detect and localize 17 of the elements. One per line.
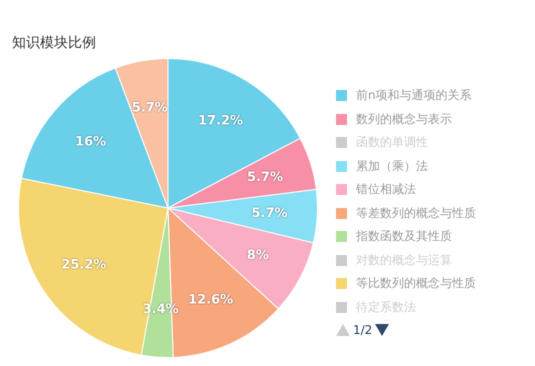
data-label: 5.7%: [246, 170, 284, 185]
legend-label: 指数函数及其性质: [356, 228, 452, 246]
text: 1/2: [353, 323, 372, 337]
legend-label: 错位相减法: [356, 181, 416, 198]
data-label: 5.7%: [132, 100, 168, 116]
legend-label: 等差数列的概念与性质: [356, 204, 476, 222]
chart-title: 知识模块比例: [12, 34, 96, 52]
legend-label: 累加（乘）法: [356, 158, 428, 175]
data-label: 12.6%: [188, 292, 234, 308]
legend-label: 数列的概念与表示: [356, 110, 452, 128]
legend-label: 等比数列的概念与性质: [356, 275, 476, 292]
data-label: 16%: [75, 134, 106, 150]
data-label: 5.7%: [251, 206, 288, 221]
data-label: 17.2%: [198, 113, 244, 128]
data-label: 8%: [246, 248, 269, 264]
data-label: 25.2%: [61, 257, 106, 272]
legend-label: 前n项和与通项的关系: [356, 87, 472, 104]
